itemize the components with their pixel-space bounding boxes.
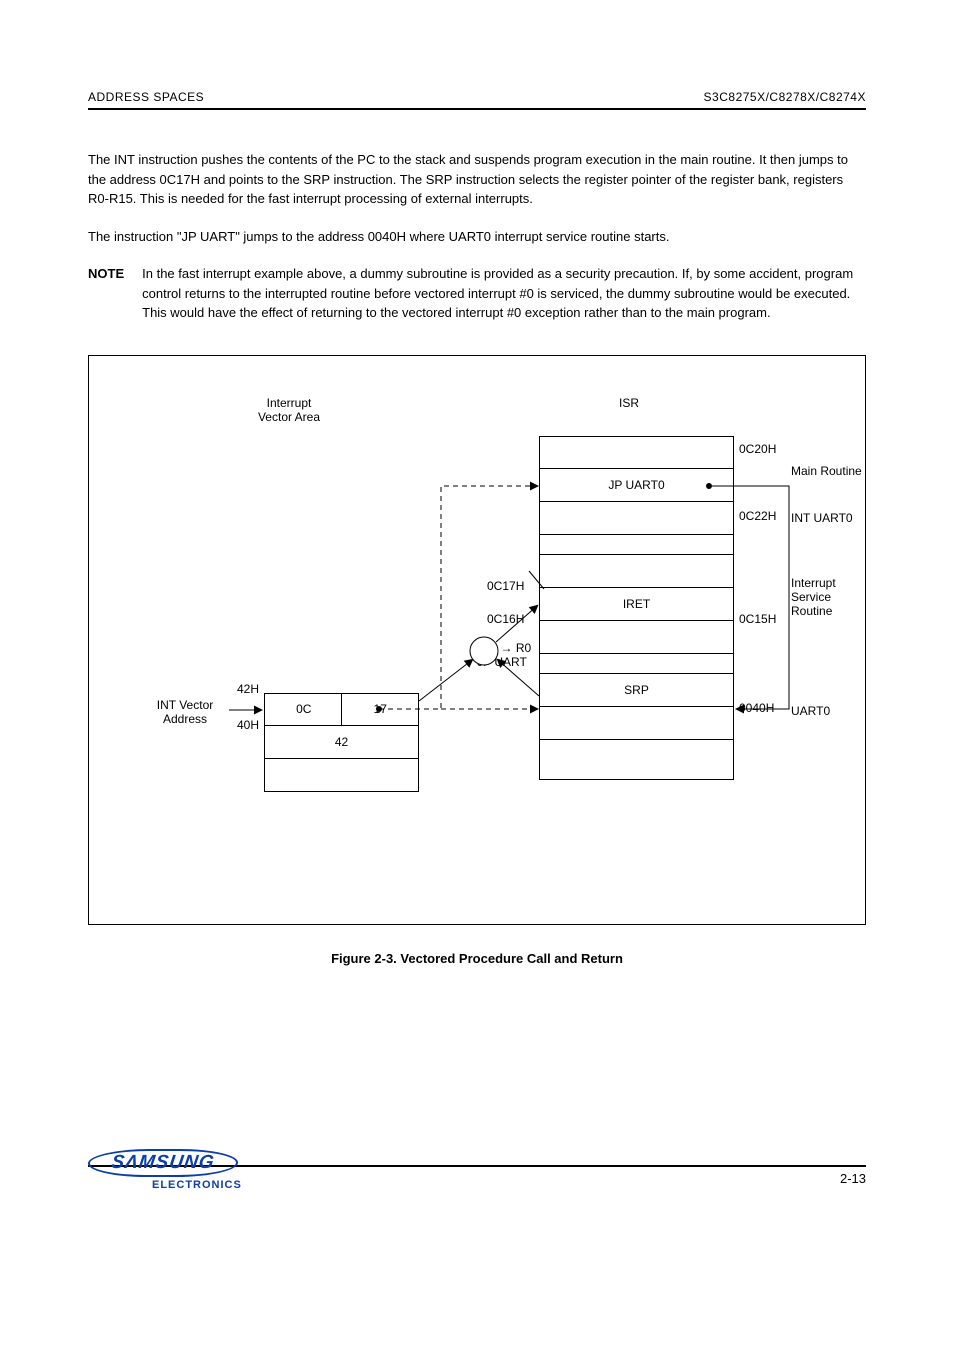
header-rule <box>88 108 866 110</box>
body-text: The INT instruction pushes the contents … <box>88 150 866 323</box>
diagram-arrows <box>89 356 867 926</box>
paragraph-2: The instruction "JP UART" jumps to the a… <box>88 227 866 247</box>
logo-sub: ELECTRONICS <box>152 1179 242 1191</box>
paragraph-1: The INT instruction pushes the contents … <box>88 150 866 209</box>
figure-caption: Figure 2-3. Vectored Procedure Call and … <box>88 951 866 966</box>
logo-text: SΛMSUNG <box>110 1152 216 1174</box>
note-label: NOTE <box>88 264 124 323</box>
header-right: S3C8275X/C8278X/C8274X <box>704 90 866 104</box>
note-text: In the fast interrupt example above, a d… <box>142 264 866 323</box>
header-left: ADDRESS SPACES <box>88 90 204 104</box>
brand-logo: SΛMSUNG ELECTRONICS <box>88 1149 242 1191</box>
diagram-frame: Interrupt Vector Area ISR JP UART0 IRET … <box>88 355 866 925</box>
